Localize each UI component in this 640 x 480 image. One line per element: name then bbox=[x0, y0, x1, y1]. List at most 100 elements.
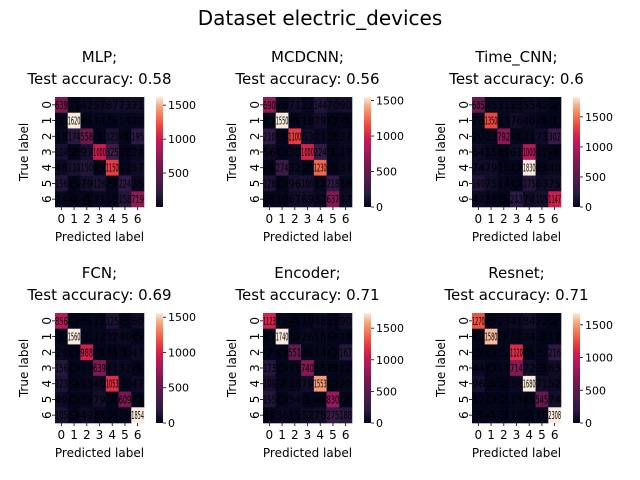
heatmap-cell bbox=[339, 360, 353, 377]
heatmap-cell bbox=[67, 360, 81, 377]
cell-value-label: 40 bbox=[93, 378, 106, 391]
heatmap-cell bbox=[93, 391, 107, 408]
heatmap-cell bbox=[263, 344, 277, 361]
cell-value-label: 0 bbox=[68, 315, 81, 328]
x-axis-label: Predicted label bbox=[263, 446, 352, 460]
heatmap-cell bbox=[548, 144, 562, 161]
cell-value-label: 5 bbox=[106, 115, 119, 128]
cell-value-label: 34 bbox=[510, 378, 523, 391]
heatmap-cell bbox=[275, 159, 289, 176]
cell-value-label: 61 bbox=[510, 146, 523, 159]
y-tick-label: 5 bbox=[40, 396, 54, 404]
heatmap-cell bbox=[67, 391, 81, 408]
cell-value-label: 9 bbox=[68, 378, 81, 391]
x-tick-label: 5 bbox=[329, 428, 337, 442]
heatmap-cell bbox=[548, 391, 562, 408]
heatmap-cell bbox=[55, 159, 69, 176]
cell-value-label: 1 bbox=[548, 115, 561, 128]
heatmap-cell bbox=[263, 391, 277, 408]
heatmap-cell bbox=[522, 407, 536, 424]
heatmap-cell bbox=[105, 360, 119, 377]
heatmap-cell bbox=[497, 128, 511, 145]
cell-value-label: 830 bbox=[327, 393, 340, 406]
x-tick-label: 4 bbox=[316, 428, 324, 442]
cell-value-label: 47 bbox=[472, 193, 485, 206]
x-tick-label: 0 bbox=[58, 428, 66, 442]
heatmap-cell bbox=[93, 159, 107, 176]
heatmap-cell bbox=[497, 360, 511, 377]
heatmap-cell bbox=[535, 112, 549, 129]
cell-value-label: 18 bbox=[55, 130, 68, 143]
heatmap-cell bbox=[510, 112, 524, 129]
cell-value-label: 8 bbox=[327, 362, 340, 375]
heatmap-cell bbox=[472, 175, 486, 192]
heatmap-cell bbox=[93, 97, 107, 114]
heatmap-cell bbox=[484, 407, 498, 424]
y-tick-label: 6 bbox=[457, 195, 471, 203]
cell-value-label: 67 bbox=[288, 193, 301, 206]
heatmap-cell bbox=[535, 313, 549, 330]
heatmap-cell bbox=[55, 407, 69, 424]
heatmap-cell bbox=[263, 175, 277, 192]
heatmap-cell bbox=[313, 328, 327, 345]
heatmap-cell bbox=[326, 360, 340, 377]
cell-value-label: 14 bbox=[80, 362, 93, 375]
x-axis-label: Predicted label bbox=[263, 230, 352, 244]
y-tick-label: 4 bbox=[248, 380, 262, 388]
heatmap-cell bbox=[118, 313, 132, 330]
cell-value-label: 84 bbox=[523, 315, 536, 328]
heatmap-cell bbox=[484, 344, 498, 361]
cell-value-label: 16 bbox=[276, 315, 289, 328]
cell-value-label: 28 bbox=[276, 99, 289, 112]
cell-value-label: 41 bbox=[510, 315, 523, 328]
heatmap-cell bbox=[326, 344, 340, 361]
cell-value-label: 18 bbox=[510, 409, 523, 422]
cell-value-label: 4 bbox=[119, 130, 132, 143]
heatmap-cell bbox=[326, 313, 340, 330]
heatmap-cell bbox=[510, 344, 524, 361]
heatmap-cell bbox=[67, 159, 81, 176]
heatmap-cell bbox=[67, 97, 81, 114]
heatmap-cell bbox=[55, 328, 69, 345]
x-tick-label: 1 bbox=[278, 428, 286, 442]
cell-value-label: 54 bbox=[288, 393, 301, 406]
heatmap-cell bbox=[93, 360, 107, 377]
cell-value-label: 22 bbox=[536, 315, 549, 328]
heatmap-cell bbox=[80, 191, 94, 208]
cell-value-label: 15 bbox=[510, 393, 523, 406]
cell-value-label: 17 bbox=[339, 146, 352, 159]
cell-value-label: 4 bbox=[510, 130, 523, 143]
heatmap-cell bbox=[288, 97, 302, 114]
heatmap-cell bbox=[301, 128, 315, 145]
y-axis-label: True label bbox=[17, 339, 31, 398]
heatmap-cell bbox=[301, 144, 315, 161]
cell-value-label: 63 bbox=[301, 130, 314, 143]
heatmap-cell bbox=[263, 144, 277, 161]
heatmap-cell bbox=[105, 313, 119, 330]
x-tick-label: 2 bbox=[500, 428, 508, 442]
cell-value-label: 1680 bbox=[523, 378, 536, 391]
y-tick-label: 6 bbox=[40, 195, 54, 203]
x-tick-label: 2 bbox=[83, 212, 91, 226]
cell-value-label: 4 bbox=[314, 393, 327, 406]
cell-value-label: 10 bbox=[276, 193, 289, 206]
heatmap-cell bbox=[522, 360, 536, 377]
cell-value-label: 63 bbox=[536, 177, 549, 190]
cell-value-label: 16 bbox=[288, 378, 301, 391]
y-axis-label: True label bbox=[225, 123, 239, 182]
heatmap-cell bbox=[118, 159, 132, 176]
x-tick-label: 4 bbox=[108, 428, 116, 442]
cell-value-label: 1 bbox=[93, 130, 106, 143]
cell-value-label: 79 bbox=[93, 393, 106, 406]
heatmap-cell bbox=[80, 375, 94, 392]
cell-value-label: 1 bbox=[327, 146, 340, 159]
heatmap-cell bbox=[288, 191, 302, 208]
heatmap-cell bbox=[510, 328, 524, 345]
heatmap-cell bbox=[326, 391, 340, 408]
cell-value-label: 4 bbox=[536, 115, 549, 128]
cell-value-label: 173 bbox=[263, 362, 276, 375]
cell-value-label: 12 bbox=[119, 146, 132, 159]
